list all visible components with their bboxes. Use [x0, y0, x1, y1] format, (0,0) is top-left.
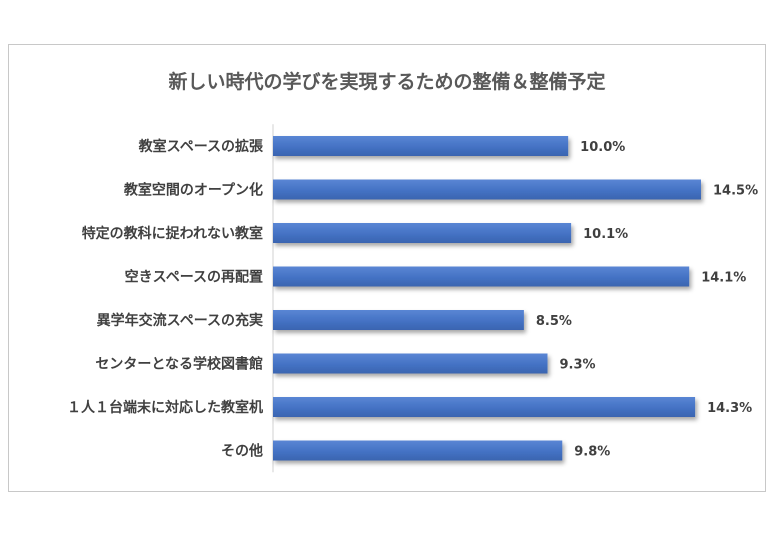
data-label-8: 9.8% — [574, 445, 610, 460]
category-label-1: 教室スペースの拡張 — [139, 138, 264, 155]
data-label-3: 10.1% — [583, 227, 628, 242]
data-label-7: 14.3% — [707, 401, 752, 416]
category-label-4: 空きスペースの再配置 — [125, 269, 263, 286]
chart-frame: 新しい時代の学びを実現するための整備＆整備予定 教室スペースの拡張 教室空間のオー… — [8, 44, 766, 492]
category-label-6: センターとなる学校図書館 — [95, 356, 263, 373]
bar-3 — [273, 223, 571, 243]
bar-2 — [273, 180, 701, 200]
bar-4 — [273, 267, 689, 287]
category-label-3: 特定の教科に捉われない教室 — [82, 225, 263, 242]
bar-chart: 教室スペースの拡張教室空間のオープン化特定の教科に捉われない教室空きスペースの再… — [9, 45, 765, 491]
data-label-1: 10.0% — [580, 140, 625, 155]
category-label-8: その他 — [221, 443, 263, 460]
data-label-5: 8.5% — [536, 314, 572, 329]
bar-6 — [273, 354, 548, 374]
bar-5 — [273, 310, 524, 330]
data-label-6: 9.3% — [560, 358, 596, 373]
bar-7 — [273, 397, 695, 417]
bar-8 — [273, 441, 562, 461]
bar-1 — [273, 136, 568, 156]
category-label-7: １人１台端末に対応した教室机 — [67, 399, 263, 416]
data-label-4: 14.1% — [701, 271, 746, 286]
category-label-2: 教室空間のオープン化 — [124, 182, 263, 199]
category-label-5: 異学年交流スペースの充実 — [97, 312, 263, 329]
data-label-2: 14.5% — [713, 184, 758, 199]
